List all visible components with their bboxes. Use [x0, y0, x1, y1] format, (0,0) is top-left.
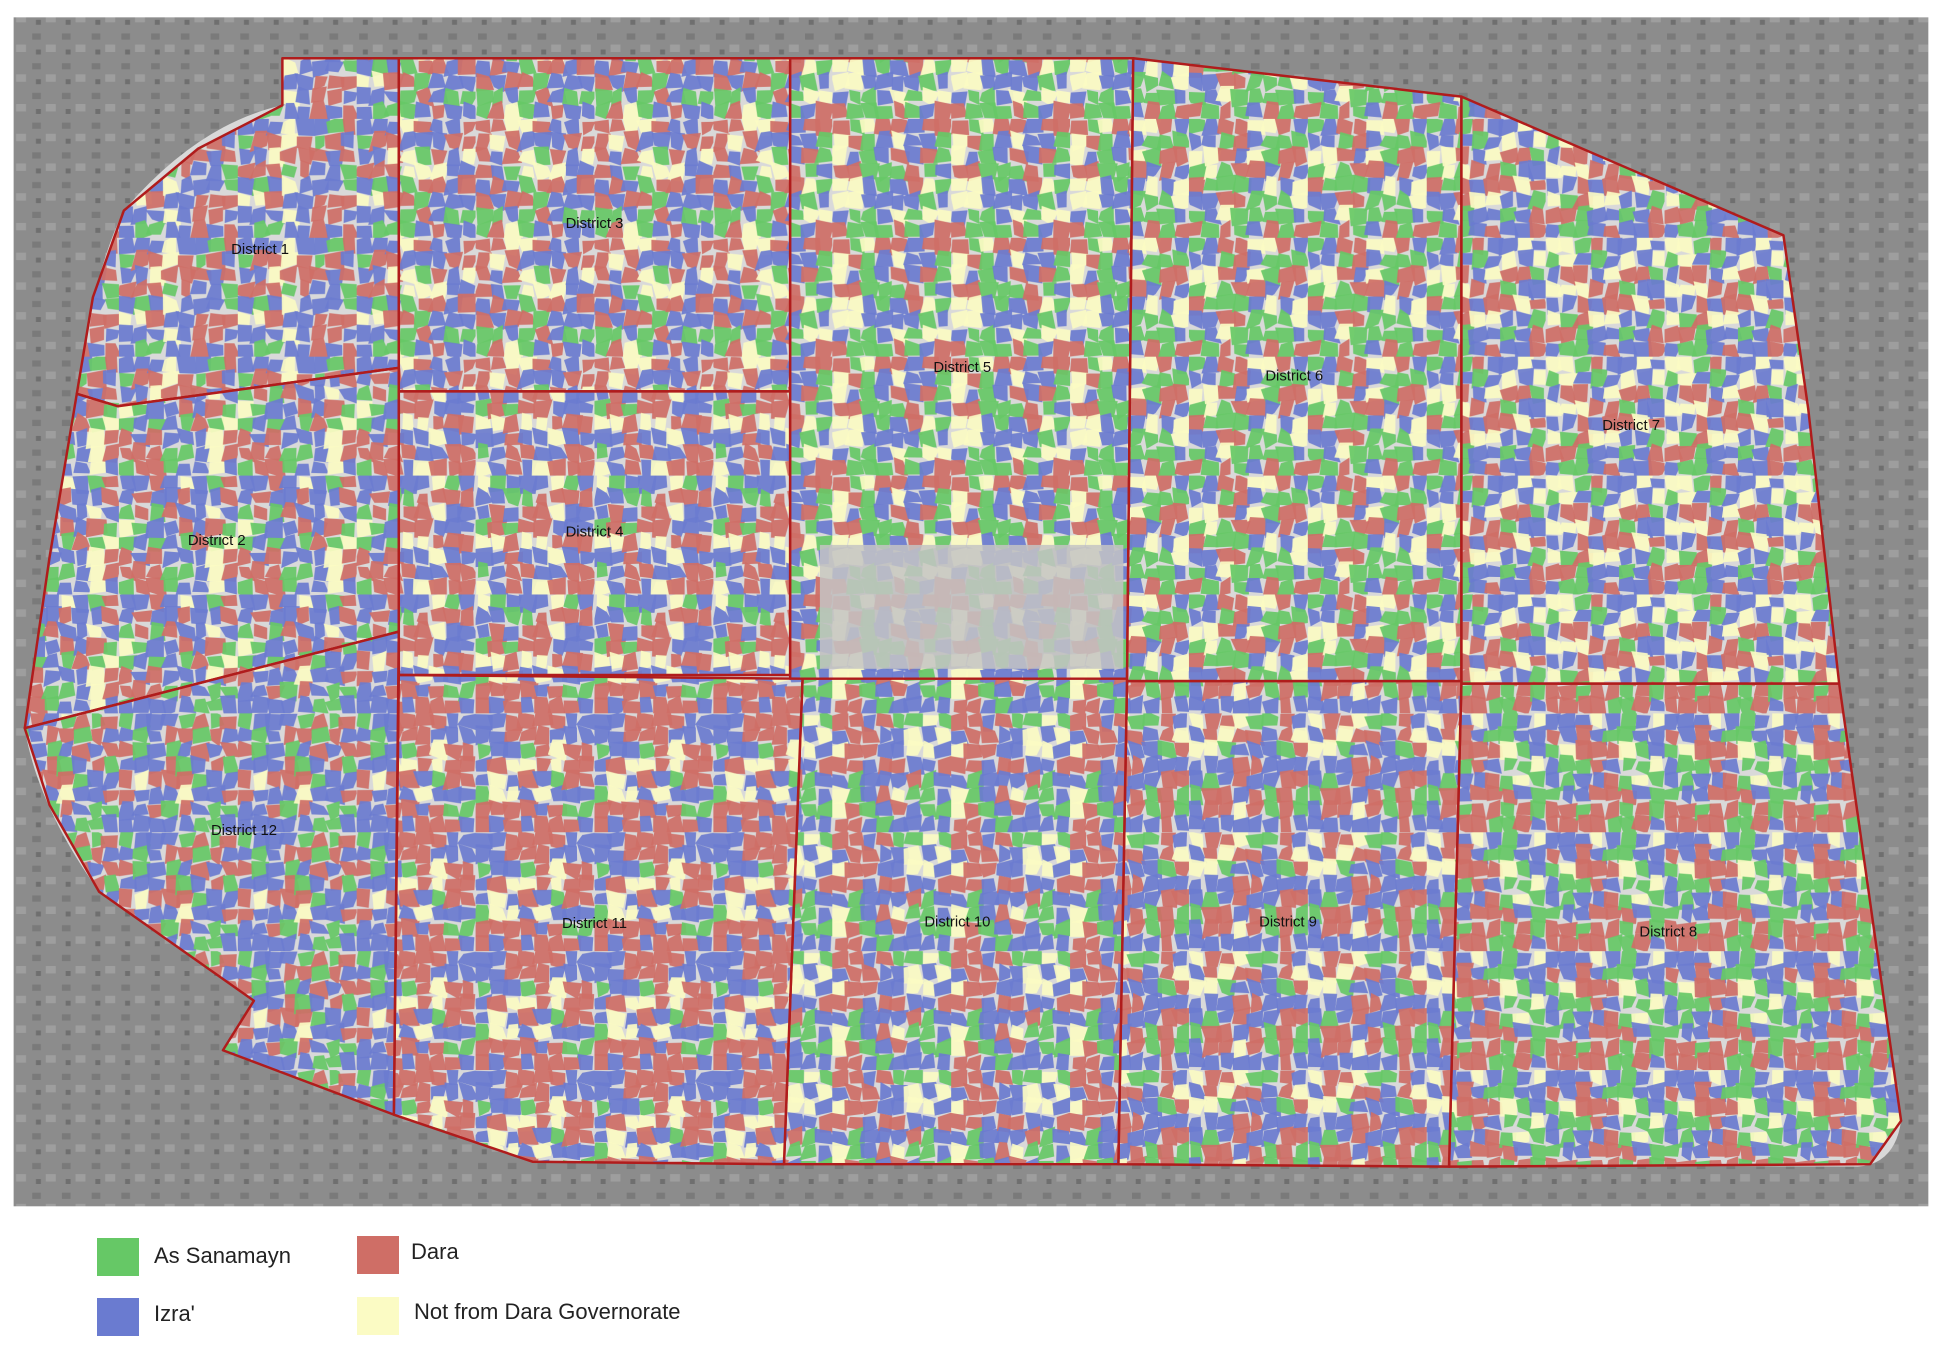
legend-swatch [97, 1298, 139, 1336]
district-label: District 11 [562, 916, 627, 932]
district-label: District 5 [933, 360, 991, 376]
district-label: District 8 [1639, 925, 1697, 941]
districts [23, 56, 1903, 1168]
legend-swatch [357, 1297, 399, 1335]
legend-label: Dara [411, 1239, 459, 1264]
legend-label: As Sanamayn [154, 1243, 291, 1268]
district-label: District 2 [188, 533, 246, 549]
district-labels: District 1 District 2 District 3 District 4… [188, 216, 1697, 940]
legend-label: Not from Dara Governorate [414, 1299, 681, 1324]
legend-swatch [97, 1238, 139, 1276]
district-label: District 9 [1259, 915, 1317, 931]
legend-label: Izra' [154, 1301, 195, 1326]
map: District 1 District 2 District 3 District 4… [13, 17, 1929, 1207]
district-label: District 3 [566, 216, 624, 232]
legend-swatch [357, 1236, 399, 1274]
district-label: District 7 [1602, 418, 1660, 434]
district-label: District 6 [1265, 368, 1323, 384]
district-label: District 1 [231, 242, 289, 258]
district-label: District 4 [566, 524, 624, 540]
district-area [1460, 95, 1841, 685]
district-area [23, 630, 401, 1116]
legend: As Sanamayn Dara Izra' Not from Dara Govern… [97, 1236, 681, 1336]
district-label: District 10 [924, 915, 990, 931]
district-label: District 12 [211, 823, 277, 839]
facility-area [819, 544, 1124, 669]
